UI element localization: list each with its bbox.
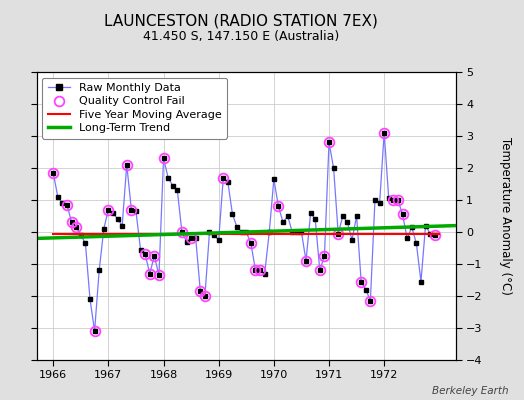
Y-axis label: Temperature Anomaly (°C): Temperature Anomaly (°C) (499, 137, 512, 295)
Text: LAUNCESTON (RADIO STATION 7EX): LAUNCESTON (RADIO STATION 7EX) (104, 14, 378, 29)
Legend: Raw Monthly Data, Quality Control Fail, Five Year Moving Average, Long-Term Tren: Raw Monthly Data, Quality Control Fail, … (42, 78, 227, 139)
Text: Berkeley Earth: Berkeley Earth (432, 386, 508, 396)
Text: 41.450 S, 147.150 E (Australia): 41.450 S, 147.150 E (Australia) (143, 30, 339, 43)
